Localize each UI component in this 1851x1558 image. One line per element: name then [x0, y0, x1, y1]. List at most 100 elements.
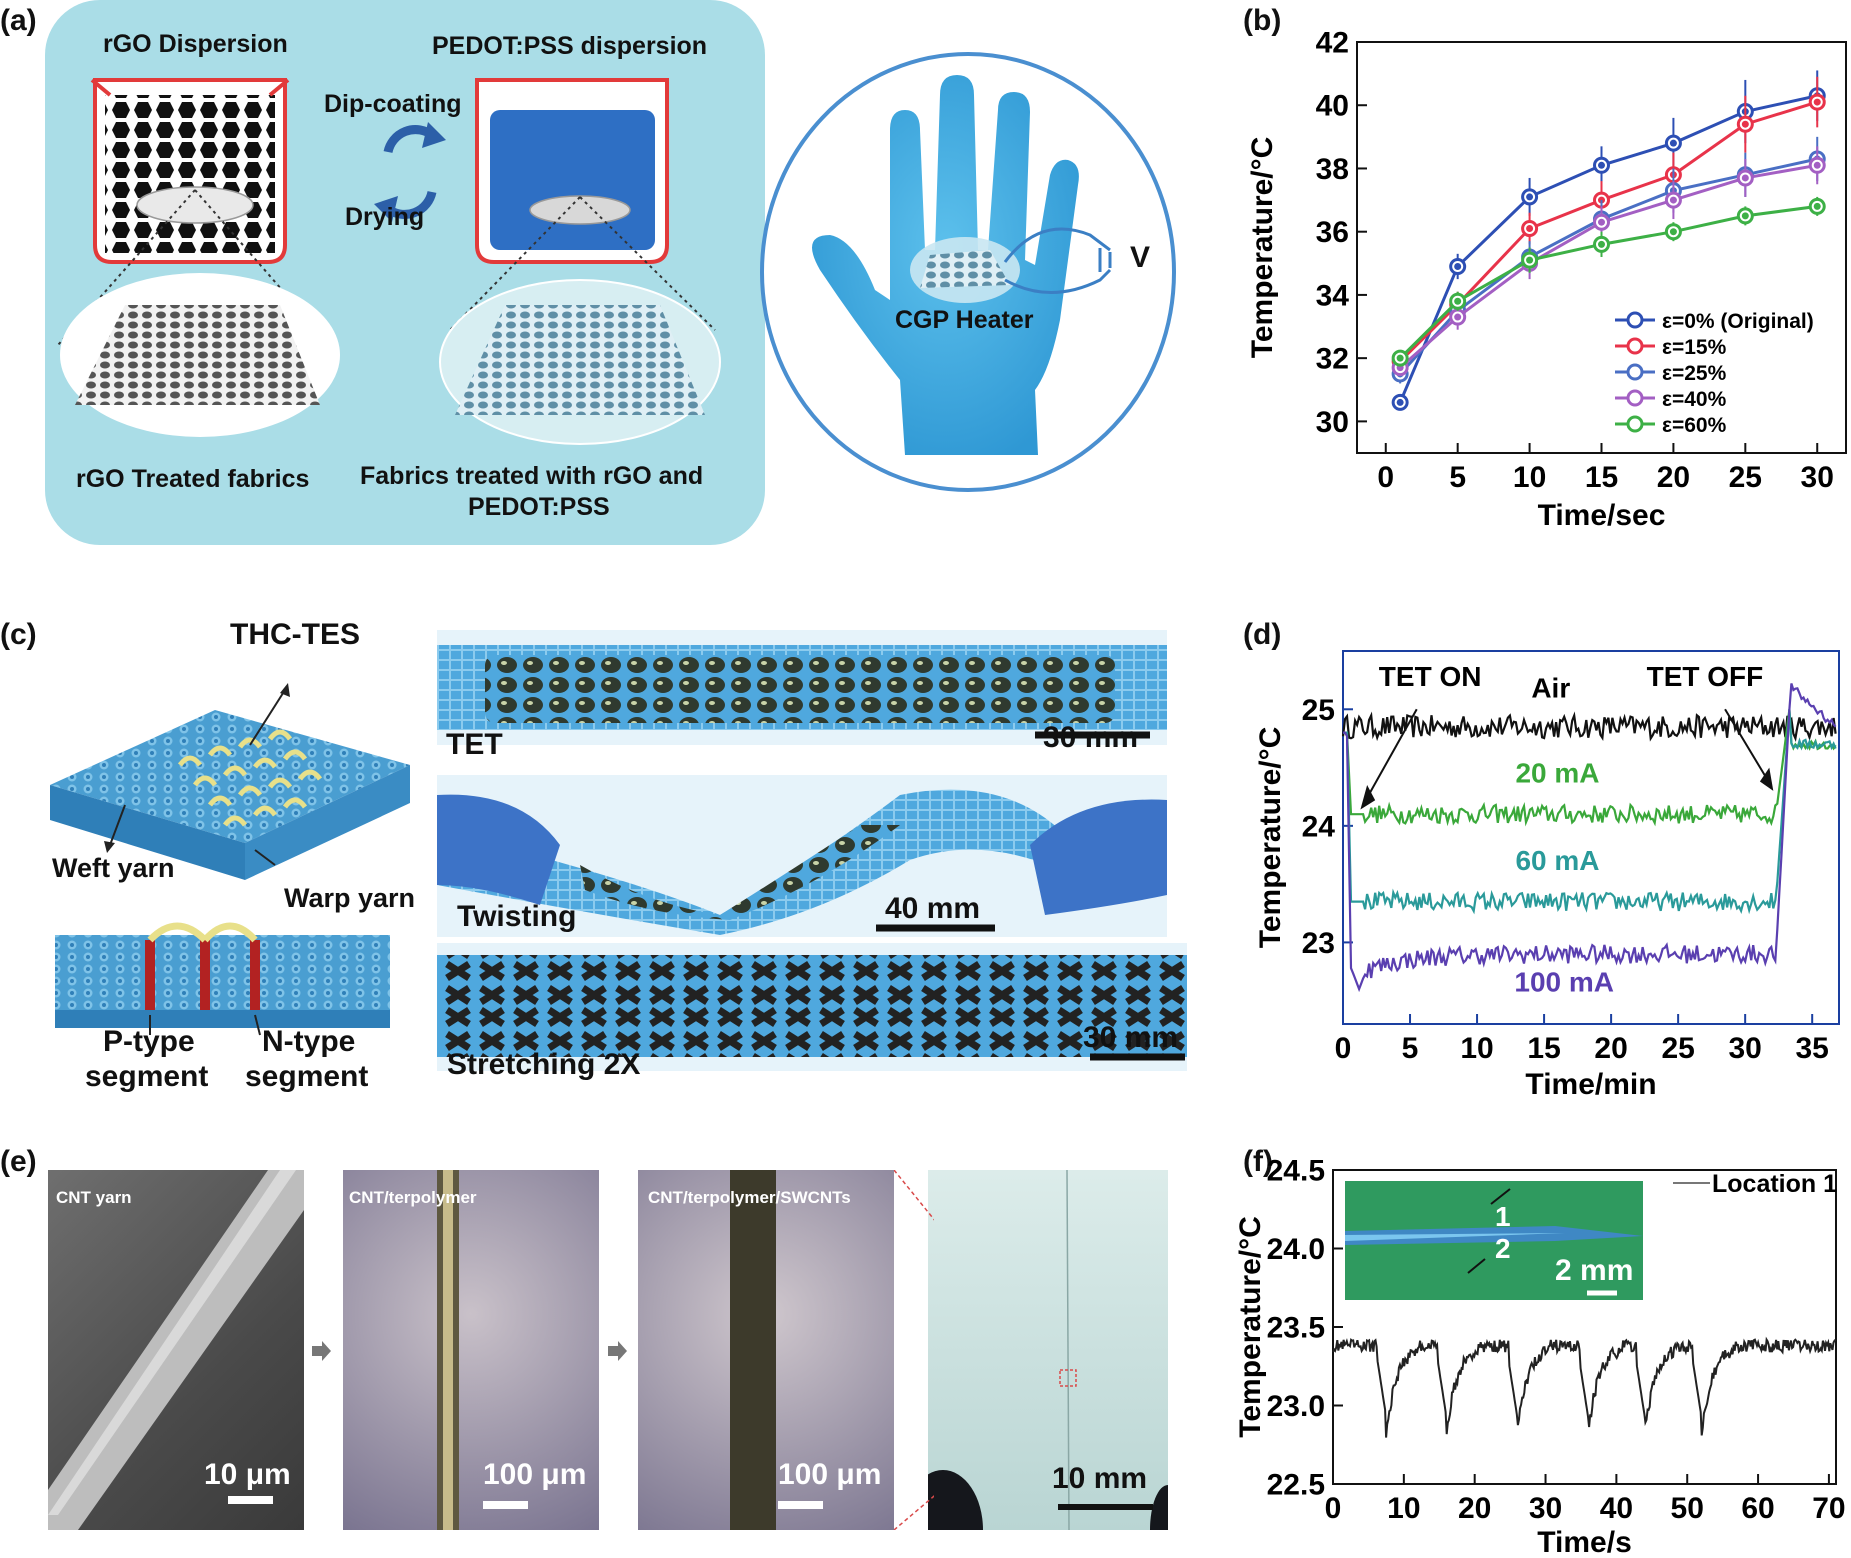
annotation-air: Air: [1531, 673, 1570, 704]
chart-f: 0 10 20 30 40 50 60 70 22.5 23.0 23.5 24.0 24.5 Time/…: [1234, 1155, 1846, 1558]
legend-label: ε=25%: [1662, 362, 1727, 385]
panel-label-a: (a): [0, 4, 37, 37]
y-tick-label: 23.0: [1267, 1390, 1325, 1423]
data-point-center: [1396, 354, 1404, 362]
data-point-center: [1813, 98, 1821, 106]
voltage-label: V: [1130, 241, 1151, 274]
legend-label: ε=15%: [1662, 336, 1727, 359]
scale-40mm: 40 mm: [885, 892, 981, 925]
p-type-label-2: segment: [85, 1060, 209, 1093]
arrow-right-icon-2: [606, 1340, 628, 1362]
x-tick-label: 20: [1594, 1032, 1627, 1065]
inset-scale-2mm: 2 mm: [1555, 1254, 1634, 1287]
pedot-dispersion-label: PEDOT:PSS dispersion: [432, 32, 708, 60]
rgo-treated-label: rGO Treated fabrics: [76, 465, 310, 493]
y-tick-label: 30: [1316, 406, 1349, 439]
x-tick-label: 30: [1801, 461, 1834, 494]
series-line-location-1: [1332, 1336, 1837, 1438]
scale-10um: 10 μm: [204, 1458, 291, 1491]
coated-fabric-mesh: [455, 305, 705, 415]
p-type-label-1: P-type: [103, 1025, 195, 1058]
data-point-center: [1526, 256, 1534, 264]
series-line-0: [1341, 711, 1837, 743]
weft-yarn-label: Weft yarn: [52, 853, 175, 883]
n-type-label-1: N-type: [262, 1025, 356, 1058]
legend-label: ε=40%: [1662, 388, 1727, 411]
x-tick-label: 20: [1657, 461, 1690, 494]
y-tick-label: 34: [1316, 279, 1350, 312]
y-tick-label: 23: [1302, 927, 1335, 960]
y-tick-label: 22.5: [1267, 1469, 1325, 1502]
twisting-label: Twisting: [457, 900, 577, 933]
data-point-center: [1669, 196, 1677, 204]
y-axis-label: Temperature/°C: [1234, 1216, 1267, 1438]
y-axis-label: Temperature/°C: [1246, 137, 1279, 359]
glove-right: [1030, 799, 1167, 915]
thc-tes-label: THC-TES: [230, 618, 360, 651]
cnt-yarn-title: CNT yarn: [56, 1188, 132, 1207]
panel-a-illustration: [45, 0, 1176, 545]
zoom-lines: [894, 1170, 934, 1530]
y-tick-label: 38: [1316, 153, 1349, 186]
panel-label-d: (d): [1243, 618, 1282, 651]
x-tick-label: 35: [1796, 1032, 1829, 1065]
data-point-center: [1741, 120, 1749, 128]
series-line-0: [1398, 94, 1818, 403]
arrow-right-icon-1: [310, 1340, 332, 1362]
series-line-2: [1343, 709, 1837, 915]
x-tick-label: 15: [1585, 461, 1618, 494]
x-tick-label: 20: [1458, 1492, 1491, 1525]
dip-coating-label: Dip-coating: [324, 90, 462, 118]
annotation-arrowhead-off: [1759, 767, 1774, 791]
x-tick-label: 25: [1661, 1032, 1694, 1065]
panel-c: THC-TES Weft yarn Warp yarn P-type segme…: [0, 615, 1230, 1135]
x-tick-label: 50: [1671, 1492, 1704, 1525]
legend-marker: [1626, 415, 1644, 433]
pedot-dispersion-fill: [490, 110, 655, 250]
y-tick-label: 24.0: [1267, 1233, 1325, 1266]
x-tick-label: 40: [1600, 1492, 1633, 1525]
data-point-center: [1526, 193, 1534, 201]
legend-label: ε=0% (Original): [1662, 310, 1814, 333]
panel-label-c: (c): [0, 618, 37, 651]
legend-label: ε=60%: [1662, 414, 1727, 437]
series-label: 20 mA: [1515, 758, 1599, 789]
optical-image-cnt-swcnts: CNT/terpolymer/SWCNTs 100 μm: [638, 1170, 894, 1530]
x-tick-label: 10: [1460, 1032, 1493, 1065]
thermal-inset-image: 1 2 2 mm: [1345, 1181, 1643, 1300]
rgo-hexagon-dispersion: [105, 95, 275, 253]
data-point-center: [1454, 313, 1462, 321]
series-label: 100 mA: [1514, 966, 1614, 997]
x-tick-label: 5: [1402, 1032, 1419, 1065]
panel-a: rGO Dispersion PEDOT:PSS dispersion Dip-…: [0, 0, 1240, 560]
glove-left: [437, 794, 560, 905]
x-tick-label: 10: [1513, 461, 1546, 494]
x-tick-label: 0: [1325, 1492, 1342, 1525]
stretching-strip: [437, 955, 1187, 1057]
data-point-center: [1454, 297, 1462, 305]
scale-10mm: 10 mm: [1052, 1462, 1148, 1495]
y-tick-label: 24: [1302, 810, 1336, 843]
x-tick-label: 15: [1527, 1032, 1560, 1065]
data-point-center: [1396, 398, 1404, 406]
data-point-center: [1741, 212, 1749, 220]
data-point-center: [1741, 174, 1749, 182]
x-axis-label: Time/min: [1525, 1068, 1656, 1101]
legend-marker: [1626, 311, 1644, 329]
panel-label-f: (f): [1243, 1145, 1273, 1178]
data-point-center: [1454, 262, 1462, 270]
x-tick-label: 0: [1335, 1032, 1352, 1065]
x-tick-label: 60: [1741, 1492, 1774, 1525]
series-label: 60 mA: [1515, 845, 1599, 876]
knit-block-top: [50, 710, 410, 843]
legend-label: Location 1: [1712, 1170, 1837, 1198]
y-tick-label: 36: [1316, 216, 1349, 249]
legend-marker: [1626, 363, 1644, 381]
data-point-center: [1598, 218, 1605, 226]
series-line-3: [1343, 683, 1837, 993]
drying-label: Drying: [345, 203, 425, 231]
annotation-arrow-on: [1363, 708, 1418, 804]
y-tick-label: 42: [1316, 27, 1349, 60]
scale-30mm-a: 30 mm: [1043, 721, 1139, 754]
y-tick-label: 23.5: [1267, 1312, 1325, 1345]
